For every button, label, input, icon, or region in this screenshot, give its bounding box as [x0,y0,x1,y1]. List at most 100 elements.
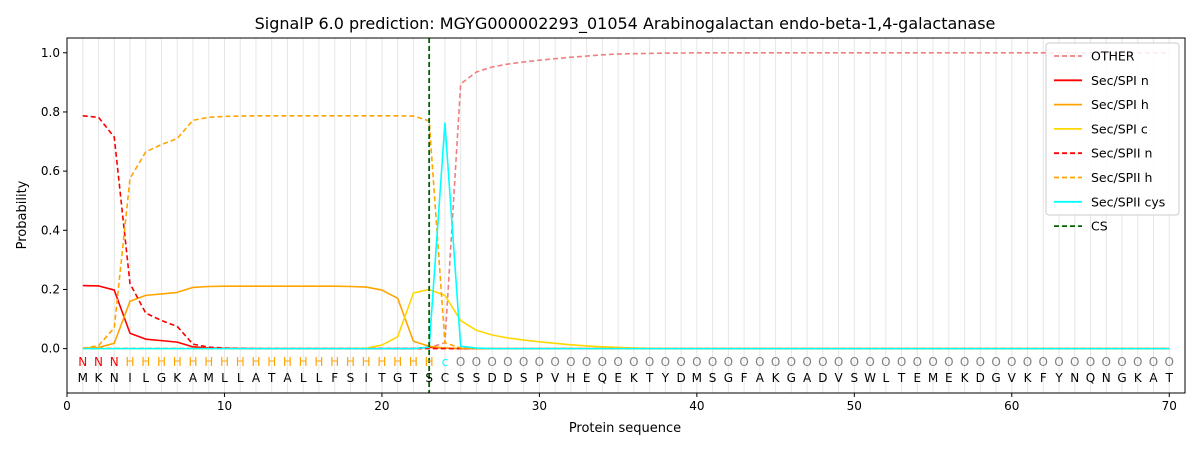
y-tick-label: 0.4 [41,223,60,237]
residue-label: L [221,371,228,385]
x-axis-label: Protein sequence [569,421,681,436]
residue-label: Q [1086,371,1095,385]
residue-label: N [1070,371,1079,385]
series-line-sec-spi-c [82,288,1170,350]
region-label: O [897,355,906,369]
x-tick-label: 20 [374,399,389,413]
region-label: H [330,355,339,369]
region-label: O [976,355,985,369]
residue-label: E [583,371,591,385]
region-label: H [267,355,276,369]
region-label: O [645,355,654,369]
x-tick-label: 50 [847,399,862,413]
residue-label: G [157,371,166,385]
residue-label: K [1134,371,1143,385]
residue-label: S [347,371,355,385]
legend-label: Sec/SPII h [1091,170,1152,185]
residue-label: S [473,371,481,385]
region-label: O [739,355,748,369]
y-tick-label: 0.6 [41,164,60,178]
region-label: O [960,355,969,369]
region-label: H [409,355,418,369]
region-label: H [173,355,182,369]
region-label: O [834,355,843,369]
region-label: O [613,355,622,369]
region-label: O [629,355,638,369]
residue-label: K [95,371,104,385]
region-label: O [755,355,764,369]
region-label: O [1117,355,1126,369]
region-label: H [425,355,434,369]
series-line-sec-spii-n [82,115,1170,350]
residue-label: L [882,371,889,385]
region-label: O [550,355,559,369]
region-label: O [472,355,481,369]
region-label: H [251,355,260,369]
y-axis-label: Probability [15,180,30,249]
region-label: O [1086,355,1095,369]
residue-label: S [457,371,465,385]
series-line-sec-spi-h [82,285,1170,350]
residue-label: A [252,371,261,385]
grid-layer [82,38,1170,393]
region-label: O [1070,355,1079,369]
residue-label: K [630,371,639,385]
region-label: H [299,355,308,369]
residue-label: G [724,371,733,385]
sequence-layer: NMNKNNHIHLHGHKHAHMHLHLHAHTHAHLHLHFHSHIHT… [78,355,1174,385]
residue-label: A [756,371,765,385]
region-label: H [393,355,402,369]
legend: OTHER Sec/SPI n Sec/SPI h Sec/SPI c Sec/SPII… [1045,42,1180,234]
axes-layer: 0 10 20 30 40 50 60 70 0.0 0.2 0.4 0.6 0.8 1.0 [41,37,1186,413]
legend-label: CS [1091,219,1108,234]
residue-label: K [772,371,781,385]
region-label: H [188,355,197,369]
residue-label: T [267,371,276,385]
residue-label: Y [661,371,670,385]
region-label: H [220,355,229,369]
region-label: O [1149,355,1158,369]
region-label: O [503,355,512,369]
residue-label: G [1117,371,1126,385]
residue-label: M [692,371,702,385]
region-label: O [676,355,685,369]
residue-label: M [928,371,938,385]
region-label: O [724,355,733,369]
x-tick-label: 70 [1162,399,1177,413]
region-label: H [314,355,323,369]
residue-label: D [818,371,827,385]
series-line-other [82,51,1170,350]
residue-label: K [1024,371,1033,385]
plot-frame [66,37,1186,394]
legend-label: Sec/SPII cys [1091,194,1165,209]
region-label: O [991,355,1000,369]
residue-label: F [331,371,338,385]
residue-label: S [520,371,528,385]
residue-label: W [864,371,876,385]
region-label: c [442,355,449,369]
region-label: O [818,355,827,369]
region-label: O [566,355,575,369]
residue-label: D [676,371,685,385]
y-tick-label: 0.8 [41,105,60,119]
residue-label: Q [598,371,607,385]
region-label: O [787,355,796,369]
region-label: O [692,355,701,369]
residue-label: T [409,371,418,385]
residue-label: L [142,371,149,385]
residue-label: M [78,371,88,385]
residue-label: L [300,371,307,385]
residue-label: Y [1054,371,1063,385]
residue-label: E [614,371,622,385]
series-line-sec-spi-n [82,284,1170,350]
residue-label: E [945,371,953,385]
residue-label: N [110,371,119,385]
region-label: O [1133,355,1142,369]
residue-label: E [914,371,922,385]
series-layer [82,38,1170,393]
residue-label: T [897,371,906,385]
region-label: H [283,355,292,369]
series-line-sec-spii-h [82,115,1170,350]
residue-label: G [787,371,796,385]
residue-label: L [237,371,244,385]
